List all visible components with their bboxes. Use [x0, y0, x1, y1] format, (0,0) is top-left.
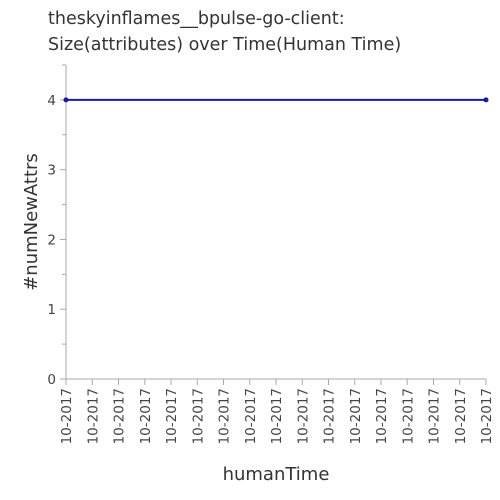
y-tick-label: 1 [47, 302, 56, 318]
series [63, 97, 489, 103]
x-tick-label: 10-2017 [243, 388, 259, 444]
y-axis: 0 1 2 3 4 [47, 64, 67, 388]
x-tick-label: 10-2017 [348, 388, 364, 444]
x-tick-label: 10-2017 [112, 388, 128, 444]
y-tick-label: 4 [47, 93, 56, 109]
data-point [483, 97, 489, 103]
x-tick-label: 10-2017 [322, 388, 338, 444]
data-point [63, 97, 69, 103]
y-tick-label: 0 [47, 372, 56, 388]
y-tick-label: 3 [47, 163, 56, 179]
chart-title-line-1: theskyinflames__bpulse-go-client: [48, 9, 345, 29]
y-axis-label: #numNewAttrs [21, 153, 42, 291]
x-tick-label: 10-2017 [427, 388, 443, 444]
x-tick-label: 10-2017 [453, 388, 469, 444]
x-tick-label: 10-2017 [138, 388, 154, 444]
x-tick-label: 10-2017 [59, 388, 75, 444]
x-tick-label: 10-2017 [374, 388, 390, 444]
x-axis: 10-2017 10-2017 10-2017 10-2017 10-2017 10-20… [59, 378, 495, 444]
chart-title-line-2: Size(attributes) over Time(Human Time) [48, 35, 401, 55]
x-tick-label: 10-2017 [479, 388, 495, 444]
x-tick-label: 10-2017 [295, 388, 311, 444]
y-tick-label: 2 [47, 232, 56, 248]
x-tick-label: 10-2017 [164, 388, 180, 444]
x-tick-label: 10-2017 [269, 388, 285, 444]
x-axis-label: humanTime [223, 464, 330, 485]
x-tick-label: 10-2017 [85, 388, 101, 444]
x-tick-label: 10-2017 [190, 388, 206, 444]
x-tick-label: 10-2017 [217, 388, 233, 444]
x-tick-label: 10-2017 [400, 388, 416, 444]
